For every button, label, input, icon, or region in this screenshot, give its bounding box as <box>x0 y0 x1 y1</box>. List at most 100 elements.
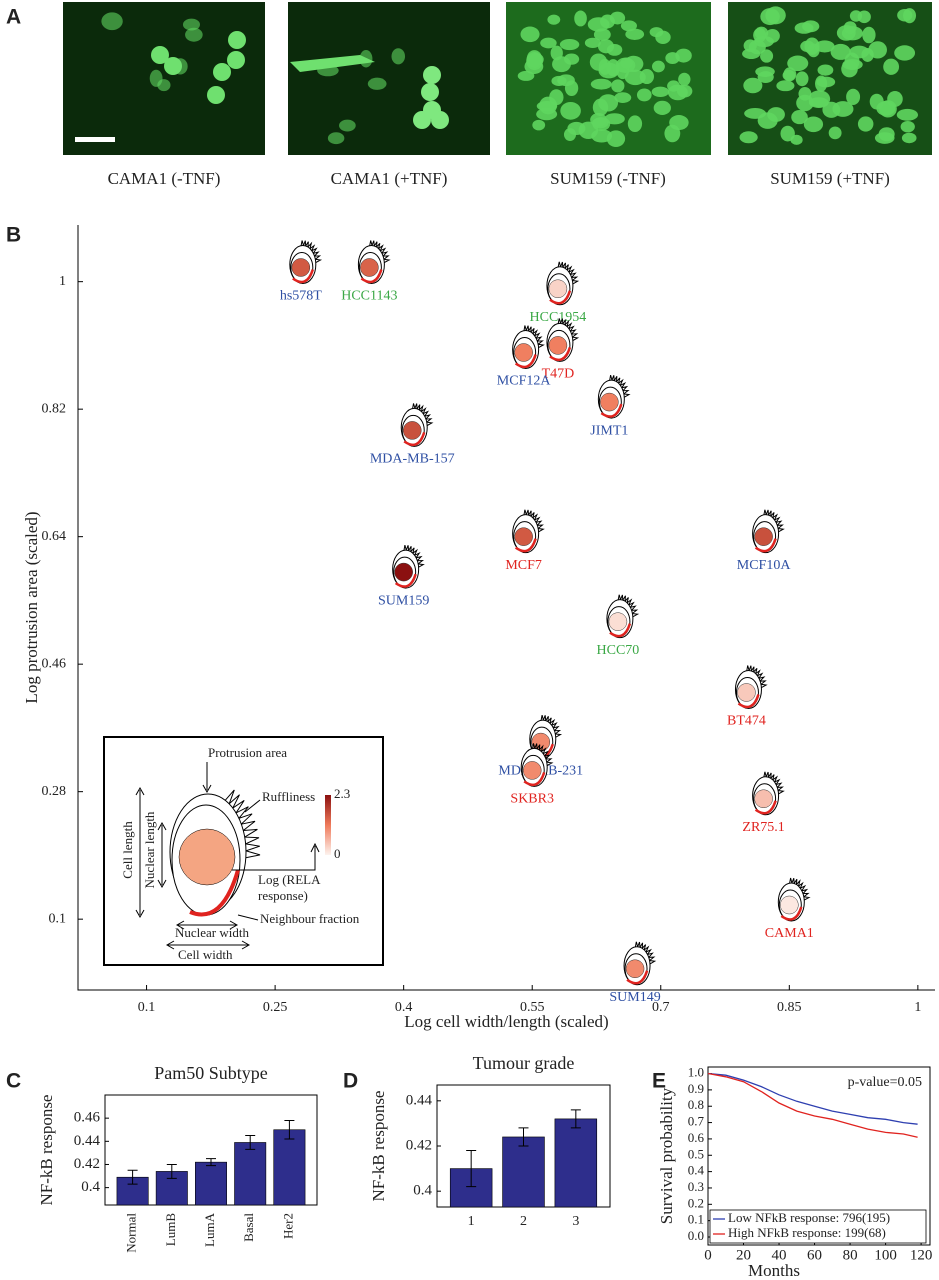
x-tick-label: 1 <box>468 1214 475 1229</box>
cell <box>164 57 182 75</box>
nucleus <box>178 828 236 886</box>
cell-glyph <box>512 509 545 554</box>
colorbar-label: 2.3 <box>334 786 350 801</box>
colorbar <box>325 795 331 855</box>
inset-label: Nuclear width <box>175 925 250 940</box>
cell <box>857 116 874 132</box>
cell <box>883 58 900 75</box>
cell <box>830 43 851 60</box>
cell <box>614 92 632 103</box>
cell <box>559 39 580 51</box>
image-caption: CAMA1 (+TNF) <box>331 169 448 188</box>
cell <box>782 69 796 81</box>
cell <box>794 22 814 34</box>
ruffle <box>369 240 391 264</box>
cell-glyph <box>752 771 785 816</box>
y-tick-label: 0.4 <box>688 1163 705 1178</box>
ruffle <box>746 665 768 689</box>
inset-label: Cell length <box>120 821 135 879</box>
y-tick-label: 0.3 <box>688 1179 704 1194</box>
y-tick-label: 1.0 <box>688 1065 704 1080</box>
cell <box>627 115 643 133</box>
inset-label: Nuclear length <box>142 811 157 888</box>
y-tick-label: 0.28 <box>42 784 67 799</box>
ruffle <box>617 594 640 618</box>
nucleus <box>608 612 628 631</box>
panel-label: B <box>6 224 21 247</box>
chart-title: Pam50 Subtype <box>154 1063 268 1083</box>
nucleus <box>514 343 533 362</box>
cell <box>795 71 809 87</box>
neighbour-arc <box>600 403 623 418</box>
x-tick-label: 40 <box>772 1247 787 1263</box>
cell <box>520 26 540 43</box>
y-tick-label: 0.82 <box>42 401 67 416</box>
neighbour-arc <box>189 869 240 917</box>
cell-glyph <box>392 544 425 589</box>
y-tick-label: 1 <box>59 274 66 289</box>
cell <box>787 55 809 72</box>
cell <box>862 26 876 44</box>
cell <box>182 18 200 31</box>
neighbour-arc <box>754 800 777 815</box>
cell <box>213 63 231 81</box>
cell <box>776 80 795 92</box>
cell <box>517 70 535 81</box>
bar <box>554 1118 598 1208</box>
arrow <box>244 799 261 813</box>
cell <box>664 124 681 143</box>
cell-glyph <box>597 374 631 419</box>
cell <box>421 83 439 101</box>
ruffle <box>523 325 545 349</box>
point-label: T47D <box>542 367 575 382</box>
cell <box>584 37 601 49</box>
y-tick-label: 0.44 <box>74 1133 101 1149</box>
ruffle <box>634 941 657 965</box>
nucleus <box>548 336 568 355</box>
cell-glyph <box>512 325 545 369</box>
cell <box>620 57 634 69</box>
bar <box>502 1136 545 1208</box>
inset-label: Ruffliness <box>262 789 315 804</box>
arrow <box>232 842 320 871</box>
cell <box>532 119 546 131</box>
cell <box>878 127 895 142</box>
cell <box>611 79 625 93</box>
cell-glyph <box>734 665 768 709</box>
neighbour-arc <box>549 347 572 362</box>
neighbour-arc <box>754 538 777 553</box>
neighbour-arc <box>394 573 417 588</box>
x-tick-label: Her2 <box>280 1213 295 1239</box>
cell <box>593 28 611 41</box>
cell <box>653 100 671 116</box>
point-label: BT474 <box>727 714 766 729</box>
cell-glyph <box>400 403 434 447</box>
x-tick-label: 0.7 <box>652 1000 670 1015</box>
error-bar <box>166 1163 177 1179</box>
x-axis-label: Log cell width/length (scaled) <box>404 1012 608 1031</box>
cell <box>391 48 406 65</box>
x-tick-label: 1 <box>914 1000 921 1015</box>
panel-label: E <box>652 1070 666 1093</box>
cell <box>803 116 824 133</box>
x-tick-label: 0 <box>704 1247 712 1263</box>
legend-label: High NFkB response: 199(68) <box>728 1225 886 1240</box>
cell <box>832 101 854 117</box>
nucleus <box>360 258 379 277</box>
cell <box>526 50 543 68</box>
cell <box>655 30 671 44</box>
cell <box>665 52 680 65</box>
cell <box>636 88 652 102</box>
cell <box>857 10 871 24</box>
x-tick-label: 120 <box>910 1247 933 1263</box>
error-bar <box>518 1127 529 1147</box>
cell <box>808 97 829 108</box>
cell-glyph <box>623 941 657 986</box>
error-bar <box>284 1119 295 1140</box>
cell <box>151 46 169 64</box>
neighbour-arc <box>514 354 537 369</box>
x-tick-label: 100 <box>874 1247 897 1263</box>
cell <box>846 88 861 106</box>
